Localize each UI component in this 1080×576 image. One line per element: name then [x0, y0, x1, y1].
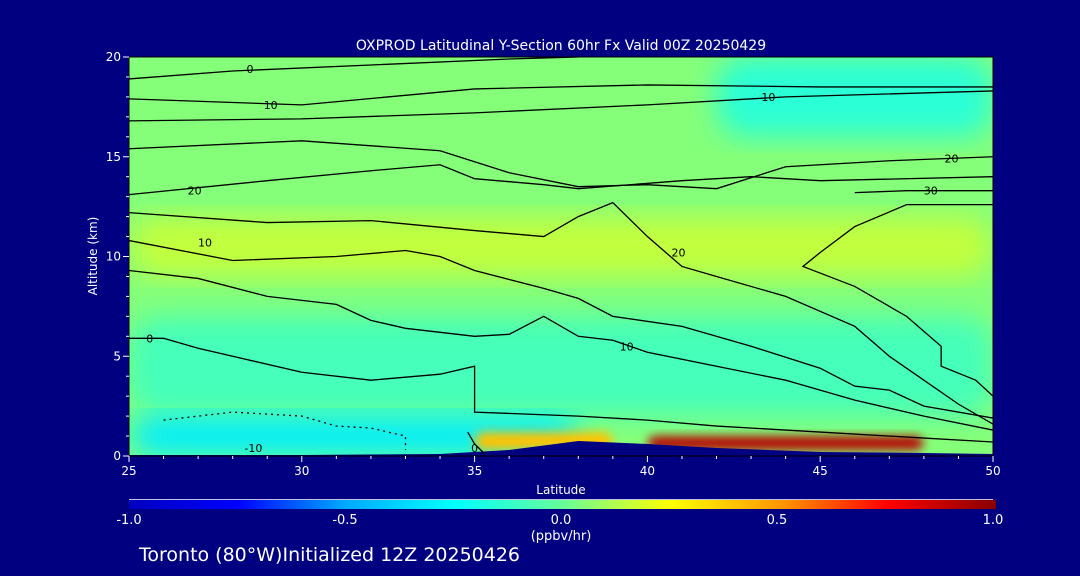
- colorbar-tick-label: 0.5: [767, 513, 788, 528]
- contour-label: 10: [761, 91, 775, 104]
- x-tick-label: 25: [121, 464, 136, 478]
- contour-label: 0: [246, 63, 253, 76]
- contour-line: [129, 84, 993, 106]
- colorbar-tick-label: 1.0: [983, 513, 1004, 528]
- axes: 25 30 35 40 45 50 0 5 10 15 20: [106, 50, 1001, 478]
- y-tick-label: 5: [113, 349, 121, 363]
- contour-line: [854, 190, 993, 194]
- colorbar-tick-label: -0.5: [332, 513, 357, 528]
- contour-line: [467, 431, 486, 455]
- contour-line: [129, 337, 993, 443]
- x-tick-label: 35: [467, 464, 482, 478]
- field-layer: [129, 57, 993, 456]
- x-axis-label: Latitude: [536, 483, 585, 497]
- contour-label: 20: [945, 153, 959, 166]
- chart-title: OXPROD Latitudinal Y-Section 60hr Fx Val…: [356, 38, 766, 54]
- contour-layer: 0 10 10 20 20 30 20 10 10 0 -10 0: [129, 57, 993, 455]
- contour-line: [129, 164, 993, 196]
- footer-text: Toronto (80°W)Initialized 12Z 20250426: [138, 544, 520, 566]
- colorbar-unit: (ppbv/hr): [531, 529, 592, 544]
- contour-line: [129, 57, 579, 80]
- contour-label: 10: [620, 340, 634, 353]
- field-region: [647, 436, 924, 451]
- x-tick-label: 30: [294, 464, 309, 478]
- colorbar-tick-label: 0.0: [551, 513, 572, 528]
- field-region: [129, 316, 993, 417]
- y-tick-label: 10: [106, 250, 121, 264]
- colorbar-ticks: -1.0 -0.5 0.0 0.5 1.0: [116, 513, 1003, 528]
- contour-label: 0: [471, 442, 478, 455]
- y-tick-label: 0: [113, 449, 121, 463]
- contour-line: [129, 201, 993, 425]
- contour-line: [163, 411, 407, 451]
- contour-label: -10: [244, 442, 262, 455]
- colorbar-tick-label: -1.0: [116, 513, 141, 528]
- contour-line: [801, 203, 993, 397]
- colorbar: [129, 500, 996, 509]
- x-tick-label: 40: [640, 464, 655, 478]
- contour-line: [129, 90, 993, 122]
- y-axis-label: Altitude (km): [86, 217, 100, 296]
- contour-label: 10: [198, 237, 212, 250]
- x-tick-label: 50: [985, 464, 1000, 478]
- y-tick-label: 20: [106, 50, 121, 64]
- field-region: [716, 57, 993, 137]
- contour-line: [129, 239, 993, 419]
- field-region: [129, 216, 993, 277]
- plot-area: 0 10 10 20 20 30 20 10 10 0 -10 0: [129, 57, 993, 456]
- contour-label: 20: [672, 247, 686, 260]
- contour-line: [129, 269, 993, 431]
- terrain-mask: [129, 441, 993, 456]
- contour-label: 10: [264, 99, 278, 112]
- contour-label: 30: [924, 185, 938, 198]
- y-tick-label: 15: [106, 150, 121, 164]
- field-region: [129, 416, 579, 456]
- contour-label: 20: [188, 185, 202, 198]
- contour-label: 0: [146, 332, 153, 345]
- x-tick-label: 45: [813, 464, 828, 478]
